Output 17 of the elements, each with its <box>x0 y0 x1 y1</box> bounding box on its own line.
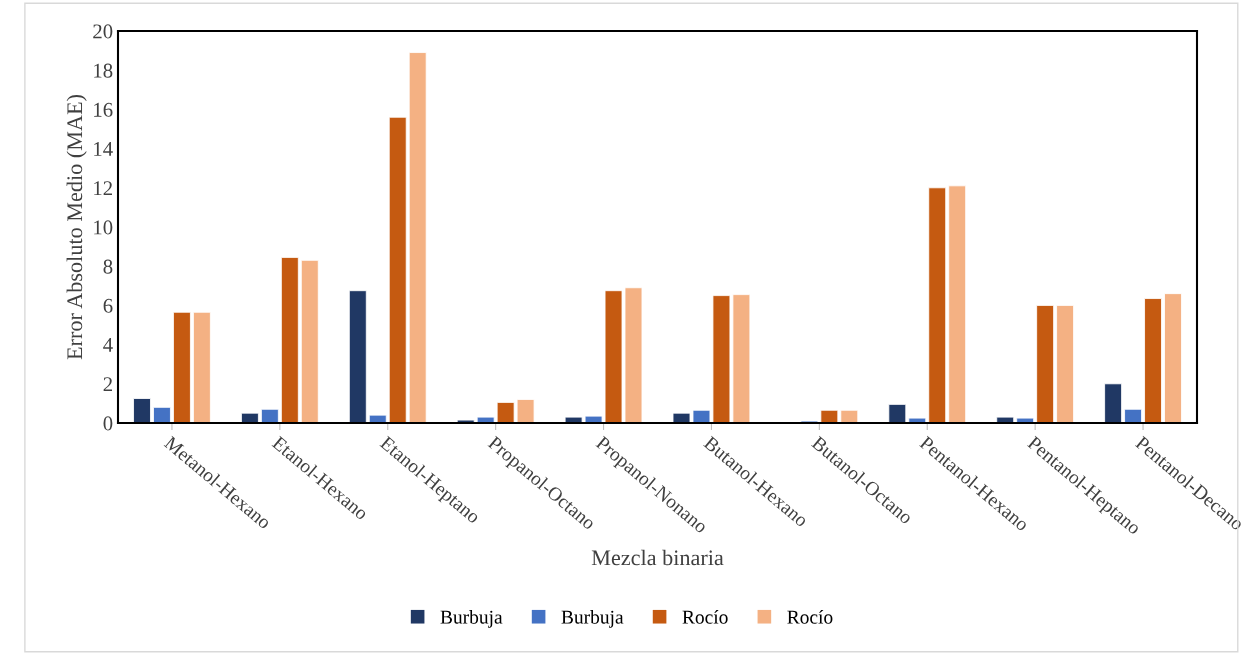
y-tick-label: 8 <box>103 259 113 274</box>
y-tick-label: 14 <box>94 142 113 156</box>
y-tick-label: 0 <box>103 416 113 431</box>
legend-label: Rocío <box>682 610 728 624</box>
y-tick-label: 18 <box>94 63 113 78</box>
y-tick-label: 6 <box>103 298 113 313</box>
legend-label: Burbuja <box>561 610 624 628</box>
legend-label: Burbuja <box>440 610 503 628</box>
legend-label: Rocío <box>787 610 833 624</box>
y-tick-label: 2 <box>103 377 112 392</box>
y-tick-label: 12 <box>94 181 112 196</box>
y-tick-label: 16 <box>94 102 113 117</box>
y-tick-label: 10 <box>94 220 113 235</box>
y-tick-label: 4 <box>103 338 113 352</box>
y-tick-label: 20 <box>93 24 113 39</box>
y-axis-title: Error Absoluto Medio (MAE) <box>66 94 87 360</box>
x-axis-title: Mezcla binaria <box>591 549 724 566</box>
